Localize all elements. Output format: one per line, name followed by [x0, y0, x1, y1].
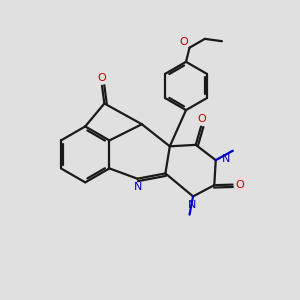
Text: O: O [236, 180, 244, 190]
Text: N: N [188, 200, 196, 210]
Text: N: N [222, 154, 231, 164]
Text: O: O [180, 38, 189, 47]
Text: N: N [134, 182, 142, 192]
Text: O: O [98, 74, 106, 83]
Text: O: O [197, 114, 206, 124]
